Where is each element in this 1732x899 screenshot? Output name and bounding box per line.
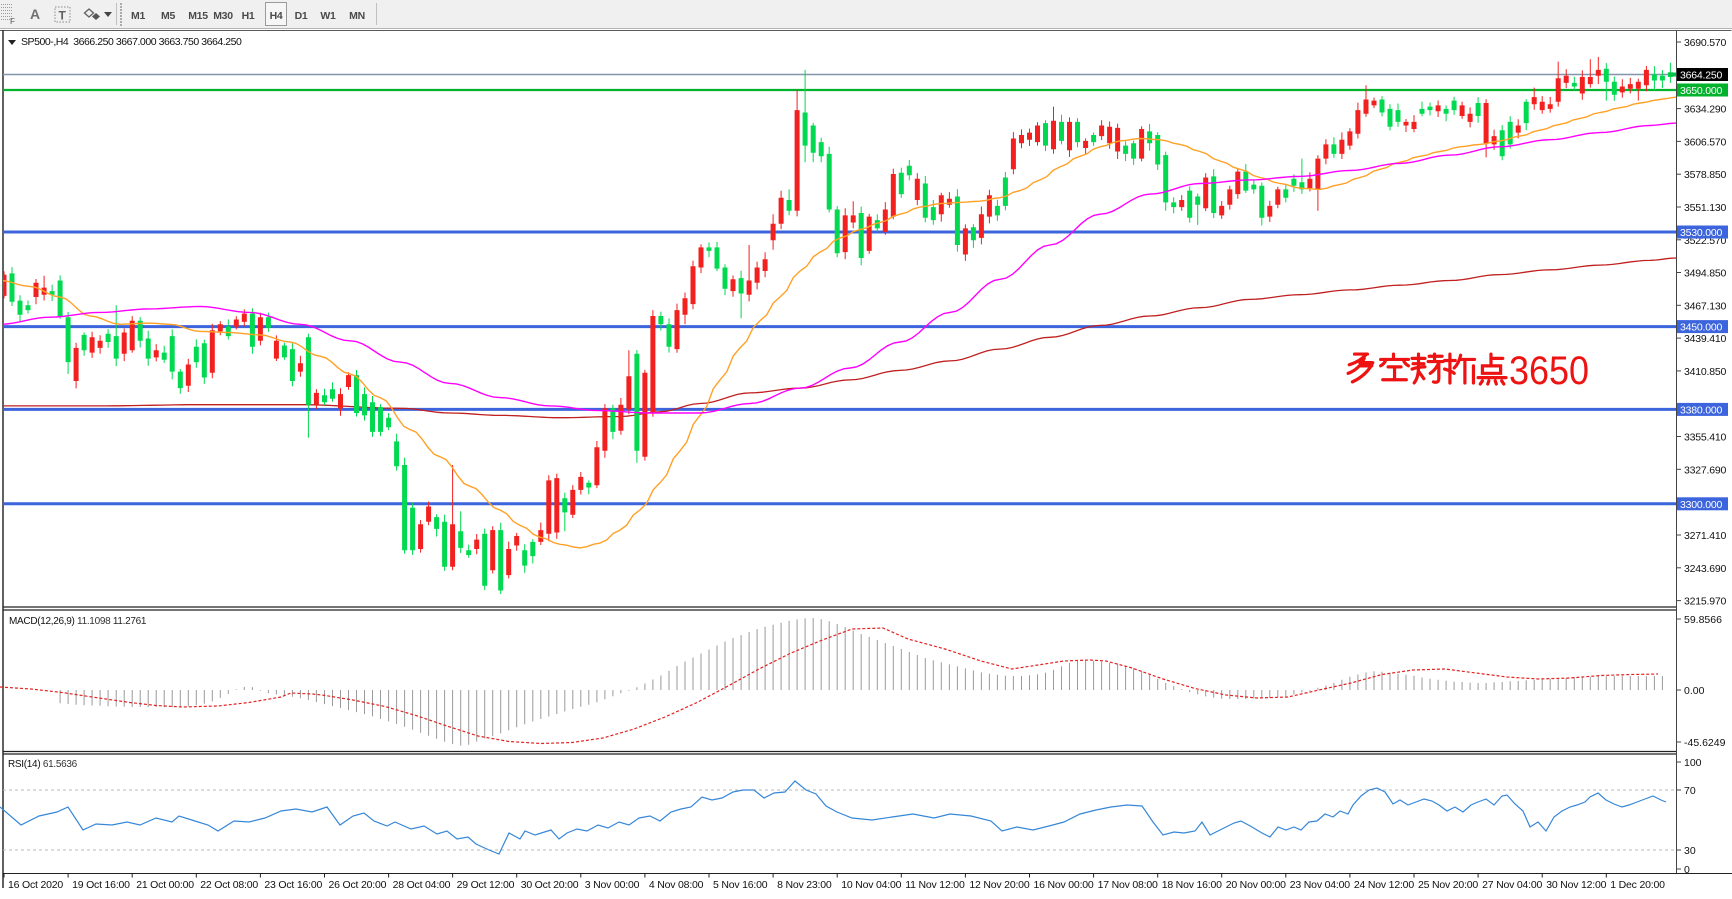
svg-text:28 Oct 04:00: 28 Oct 04:00 xyxy=(393,879,451,891)
svg-text:SP500-,H4 3666.250 3667.000 3: SP500-,H4 3666.250 3667.000 3663.750 366… xyxy=(21,36,242,48)
svg-text:-45.6249: -45.6249 xyxy=(1684,737,1726,749)
svg-text:30 Oct 20:00: 30 Oct 20:00 xyxy=(521,879,579,891)
svg-text:H1: H1 xyxy=(242,10,255,22)
svg-text:M15: M15 xyxy=(188,10,208,22)
svg-text:29 Oct 12:00: 29 Oct 12:00 xyxy=(457,879,515,891)
svg-text:1 Dec 20:00: 1 Dec 20:00 xyxy=(1610,879,1665,891)
svg-text:3327.690: 3327.690 xyxy=(1684,464,1727,476)
svg-text:3271.410: 3271.410 xyxy=(1684,530,1727,542)
svg-text:10 Nov 04:00: 10 Nov 04:00 xyxy=(841,879,901,891)
svg-text:F: F xyxy=(10,17,15,26)
svg-text:3243.690: 3243.690 xyxy=(1684,563,1727,575)
svg-text:8 Nov 23:00: 8 Nov 23:00 xyxy=(777,879,832,891)
svg-text:3551.130: 3551.130 xyxy=(1684,202,1727,214)
svg-text:3650.000: 3650.000 xyxy=(1680,85,1723,97)
svg-text:M1: M1 xyxy=(131,10,145,22)
svg-text:H4: H4 xyxy=(270,10,283,22)
svg-text:12 Nov 20:00: 12 Nov 20:00 xyxy=(969,879,1029,891)
svg-text:5 Nov 16:00: 5 Nov 16:00 xyxy=(713,879,768,891)
svg-text:59.8566: 59.8566 xyxy=(1684,614,1722,626)
svg-text:100: 100 xyxy=(1684,757,1702,769)
svg-text:3664.250: 3664.250 xyxy=(1680,70,1723,82)
svg-text:22 Oct 08:00: 22 Oct 08:00 xyxy=(200,879,258,891)
svg-text:3494.850: 3494.850 xyxy=(1684,268,1727,280)
svg-text:M30: M30 xyxy=(213,10,233,22)
svg-text:3650: 3650 xyxy=(1509,349,1589,393)
svg-text:18 Nov 16:00: 18 Nov 16:00 xyxy=(1162,879,1222,891)
svg-text:3530.000: 3530.000 xyxy=(1680,227,1723,239)
svg-text:30 Nov 12:00: 30 Nov 12:00 xyxy=(1546,879,1606,891)
svg-text:M5: M5 xyxy=(161,10,175,22)
svg-text:0.00: 0.00 xyxy=(1684,685,1705,697)
svg-text:17 Nov 08:00: 17 Nov 08:00 xyxy=(1098,879,1158,891)
svg-text:27 Nov 04:00: 27 Nov 04:00 xyxy=(1482,879,1542,891)
svg-text:21 Oct 00:00: 21 Oct 00:00 xyxy=(136,879,194,891)
svg-text:3578.850: 3578.850 xyxy=(1684,169,1727,181)
svg-text:25 Nov 20:00: 25 Nov 20:00 xyxy=(1418,879,1478,891)
svg-text:W1: W1 xyxy=(320,10,336,22)
svg-text:D1: D1 xyxy=(295,10,308,22)
svg-text:24 Nov 12:00: 24 Nov 12:00 xyxy=(1354,879,1414,891)
svg-text:16 Oct 2020: 16 Oct 2020 xyxy=(8,879,63,891)
svg-text:19 Oct 16:00: 19 Oct 16:00 xyxy=(72,879,130,891)
svg-text:RSI(14) 61.5636: RSI(14) 61.5636 xyxy=(8,759,78,770)
svg-text:3606.570: 3606.570 xyxy=(1684,136,1727,148)
svg-text:A: A xyxy=(30,6,40,22)
svg-text:3634.290: 3634.290 xyxy=(1684,104,1727,116)
svg-text:11 Nov 12:00: 11 Nov 12:00 xyxy=(905,879,965,891)
svg-text:MACD(12,26,9) 11.1098 11.2761: MACD(12,26,9) 11.1098 11.2761 xyxy=(9,616,147,627)
svg-text:0: 0 xyxy=(1684,864,1690,876)
svg-text:T: T xyxy=(59,9,67,23)
svg-text:30: 30 xyxy=(1684,845,1696,857)
svg-text:3215.970: 3215.970 xyxy=(1684,596,1727,608)
svg-text:3439.410: 3439.410 xyxy=(1684,333,1727,345)
svg-text:3380.000: 3380.000 xyxy=(1680,404,1723,416)
svg-text:3450.000: 3450.000 xyxy=(1680,322,1723,334)
svg-text:3410.850: 3410.850 xyxy=(1684,366,1727,378)
svg-text:26 Oct 20:00: 26 Oct 20:00 xyxy=(329,879,387,891)
svg-text:23 Nov 04:00: 23 Nov 04:00 xyxy=(1290,879,1350,891)
svg-text:70: 70 xyxy=(1684,785,1696,797)
svg-text:3690.570: 3690.570 xyxy=(1684,37,1727,49)
svg-text:3 Nov 00:00: 3 Nov 00:00 xyxy=(585,879,640,891)
svg-text:3355.410: 3355.410 xyxy=(1684,432,1727,444)
svg-text:3467.130: 3467.130 xyxy=(1684,300,1727,312)
svg-text:20 Nov 00:00: 20 Nov 00:00 xyxy=(1226,879,1286,891)
svg-text:16 Nov 00:00: 16 Nov 00:00 xyxy=(1034,879,1094,891)
svg-text:3300.000: 3300.000 xyxy=(1680,499,1723,511)
svg-text:23 Oct 16:00: 23 Oct 16:00 xyxy=(264,879,322,891)
svg-text:4 Nov 08:00: 4 Nov 08:00 xyxy=(649,879,704,891)
svg-text:MN: MN xyxy=(349,10,365,22)
